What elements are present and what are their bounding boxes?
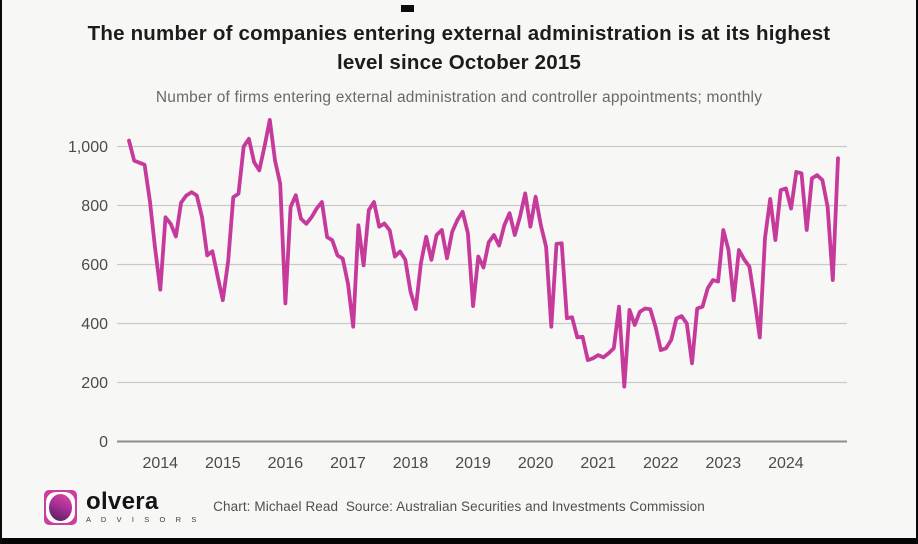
x-tick-label: 2014 bbox=[142, 455, 178, 472]
olvera-logo: olvera A D V I S O R S bbox=[44, 490, 200, 525]
x-tick-label: 2018 bbox=[393, 455, 429, 472]
x-tick-label: 2017 bbox=[330, 455, 366, 472]
top-edge-artifact-mark bbox=[401, 5, 414, 12]
x-tick-label: 2020 bbox=[518, 455, 554, 472]
data-line-external-administrations bbox=[127, 118, 840, 389]
olvera-logo-name: olvera bbox=[86, 488, 159, 515]
chart-subtitle: Number of firms entering external admini… bbox=[155, 89, 763, 106]
x-tick-label: 2021 bbox=[580, 455, 616, 472]
x-tick-label: 2019 bbox=[455, 455, 491, 472]
page-title: The number of companies entering externa… bbox=[2, 19, 916, 77]
x-tick-label: 2015 bbox=[205, 455, 241, 472]
y-tick-label: 800 bbox=[81, 198, 108, 215]
x-tick-label: 2023 bbox=[706, 455, 742, 472]
y-tick-label: 0 bbox=[99, 434, 108, 451]
olvera-logo-icon bbox=[44, 490, 77, 525]
olvera-logo-tagline: A D V I S O R S bbox=[86, 515, 201, 524]
y-tick-label: 600 bbox=[81, 257, 108, 274]
y-tick-label: 1,000 bbox=[68, 139, 108, 156]
page-title-line-2: level since October 2015 bbox=[336, 51, 582, 74]
y-tick-label: 400 bbox=[81, 316, 108, 333]
chart-credit-source: Chart: Michael Read Source: Australian S… bbox=[213, 499, 705, 514]
x-tick-label: 2016 bbox=[268, 455, 304, 472]
page-title-line-1: The number of companies entering externa… bbox=[87, 22, 831, 45]
bottom-border-bar bbox=[2, 538, 916, 544]
x-tick-label: 2022 bbox=[643, 455, 679, 472]
x-tick-label: 2024 bbox=[768, 455, 804, 472]
y-tick-label: 200 bbox=[81, 375, 108, 392]
